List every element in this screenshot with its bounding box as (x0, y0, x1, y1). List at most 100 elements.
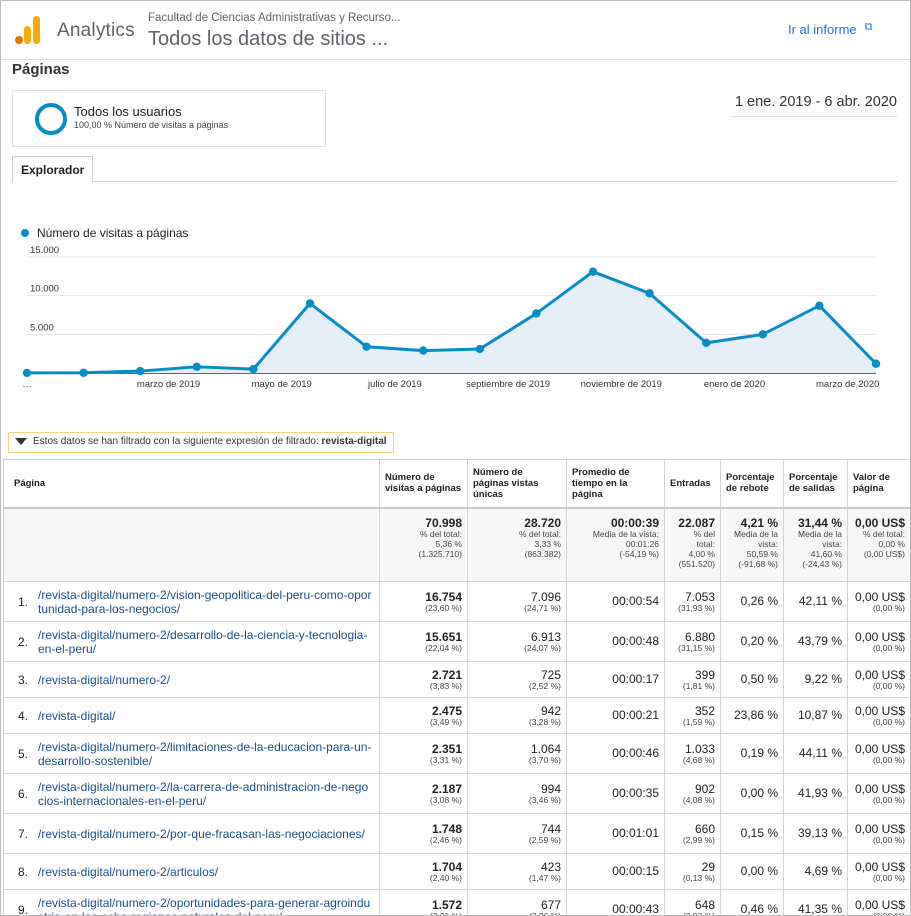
avg-time-value: 00:00:21 (612, 708, 659, 722)
value-cell: 0,00 US$ (0,00 %) (847, 889, 910, 915)
col-header-bounce-rate[interactable]: Porcentaje de rebote (720, 459, 784, 509)
unique-value: 7.096 (530, 589, 561, 604)
pageviews-pct: (2,46 %) (429, 834, 462, 845)
data-point[interactable] (192, 362, 201, 372)
unique-value: 744 (540, 821, 561, 836)
data-point[interactable] (22, 368, 32, 378)
entries-value: 660 (694, 821, 715, 836)
page-link[interactable]: /revista-digital/numero-2/articulos/ (38, 864, 219, 879)
totals-subtext: Media de la (798, 528, 842, 539)
page-link[interactable]: /revista-digital/numero-2/ (38, 672, 171, 687)
tab-explorador[interactable]: Explorador (12, 156, 94, 183)
exit-cell: 43,79 % (783, 621, 848, 662)
table-row: 3. /revista-digital/numero-2/2.721 (3,83 %… (3, 661, 910, 698)
page-link[interactable]: /revista-digital/ (38, 708, 116, 723)
data-point[interactable] (136, 366, 145, 376)
page-link[interactable]: /revista-digital/numero-2/oportunidades-… (38, 895, 371, 916)
app-header: Analytics Facultad de Ciencias Administr… (1, 1, 910, 60)
unique-value: 1.064 (530, 741, 561, 756)
pageviews-chart[interactable]: 15.000 10.000 5.000 … marzo de 2019 mayo de 2… (1, 246, 910, 396)
unique-cell: 423 (1,47 %) (467, 853, 567, 890)
page-title: Páginas (12, 61, 70, 78)
page-cell: 6. /revista-digital/numero-2/la-carrera-d… (3, 773, 380, 814)
data-point[interactable] (702, 338, 711, 348)
avg-time-cell: 00:00:43 (566, 889, 665, 915)
filter-icon (15, 438, 27, 445)
data-point[interactable] (305, 299, 315, 308)
x-tick-label: mayo de 2019 (252, 379, 312, 390)
entries-pct: (0,13 %) (682, 872, 715, 883)
page-cell: 9. /revista-digital/numero-2/oportunidade… (3, 889, 380, 916)
property-selector[interactable]: Todos los datos de sitios ... (148, 28, 389, 50)
filter-text: Estos datos se han filtrado con la sigui… (33, 436, 319, 447)
analytics-logo-icon[interactable] (15, 16, 41, 44)
page-value: 0,00 US$ (854, 589, 905, 604)
unique-value: 6.913 (530, 629, 561, 644)
exit-value: 39,13 % (797, 826, 842, 840)
x-tick-label: julio de 2019 (367, 379, 422, 390)
entries-pct: (4,68 %) (682, 754, 715, 765)
bounce-cell: 0,00 % (720, 853, 784, 890)
page-cell: 8. /revista-digital/numero-2/articulos/ (3, 853, 380, 890)
avg-time-cell: 00:00:46 (566, 733, 665, 774)
col-header-unique-pageviews[interactable]: Número de páginas vistas únicas (467, 459, 567, 509)
entries-cell: 6.880 (31,15 %) (664, 621, 721, 662)
value-cell: 0,00 US$ (0,00 %) (847, 621, 910, 662)
table-row: 5. /revista-digital/numero-2/limitaciones… (3, 733, 910, 774)
totals-subtext: (1.325.710) (418, 548, 462, 559)
data-point[interactable] (249, 364, 258, 374)
avg-time-value: 00:00:17 (612, 672, 659, 686)
data-point[interactable] (645, 289, 654, 298)
segment-card[interactable]: Todos los usuarios 100,00 % Número de vi… (12, 90, 326, 147)
totals-subtext: vista: (822, 538, 842, 549)
unique-pct: (2,59 %) (528, 834, 561, 845)
account-name[interactable]: Facultad de Ciencias Administrativas y R… (148, 12, 401, 24)
totals-subtext: (551.520) (678, 558, 715, 569)
value-cell: 0,00 US$ (0,00 %) (847, 697, 910, 734)
col-header-page[interactable]: Página (3, 459, 380, 509)
data-point[interactable] (362, 342, 371, 351)
page-cell: 2. /revista-digital/numero-2/desarrollo-d… (3, 621, 380, 662)
data-point[interactable] (532, 309, 541, 318)
goto-report-link[interactable]: Ir al informe ⧉ (788, 21, 873, 38)
col-header-page-value[interactable]: Valor de página (847, 459, 910, 509)
data-point[interactable] (871, 359, 881, 368)
app-name[interactable]: Analytics (57, 20, 135, 41)
exit-value: 43,79 % (797, 634, 842, 648)
page-link[interactable]: /revista-digital/numero-2/vision-geopoli… (38, 587, 372, 616)
page-value-pct: (0,00 %) (872, 716, 905, 727)
exit-value: 41,35 % (797, 902, 842, 916)
page-link[interactable]: /revista-digital/numero-2/desarrollo-de-… (38, 627, 368, 656)
data-point[interactable] (419, 346, 428, 355)
col-header-avg-time[interactable]: Promedio de tiempo en la página (566, 459, 665, 509)
unique-pct: (1,47 %) (528, 872, 561, 883)
filter-notice: Estos datos se han filtrado con la sigui… (8, 432, 394, 453)
data-point[interactable] (815, 301, 824, 310)
pageviews-value: 1.748 (431, 821, 462, 836)
date-range-picker[interactable]: 1 ene. 2019 - 6 abr. 2020 (731, 93, 897, 117)
avg-time-value: 00:00:15 (612, 864, 659, 878)
entries-value: 648 (694, 897, 715, 912)
col-header-pageviews[interactable]: Número de visitas a páginas (379, 459, 468, 509)
page-link[interactable]: /revista-digital/numero-2/la-carrera-de-… (38, 779, 369, 808)
col-header-exit-rate[interactable]: Porcentaje de salidas (783, 459, 848, 509)
bounce-cell: 0,20 % (720, 621, 784, 662)
avg-time-cell: 00:00:54 (566, 581, 665, 622)
page-value: 0,00 US$ (854, 897, 905, 912)
unique-value: 423 (540, 859, 561, 874)
page-link[interactable]: /revista-digital/numero-2/por-que-fracas… (38, 826, 365, 841)
entries-value: 352 (694, 703, 715, 718)
data-point[interactable] (758, 330, 767, 339)
external-link-icon: ⧉ (864, 21, 873, 33)
data-point[interactable] (588, 267, 598, 276)
data-point[interactable] (475, 344, 484, 354)
unique-cell: 942 (3,28 %) (467, 697, 567, 734)
col-header-entrances[interactable]: Entradas (664, 459, 721, 509)
page-link[interactable]: /revista-digital/numero-2/limitaciones-d… (38, 739, 372, 768)
unique-cell: 744 (2,59 %) (467, 813, 567, 854)
totals-subtext: (863.382) (524, 548, 561, 559)
pageviews-value: 2.187 (431, 781, 462, 796)
data-point[interactable] (79, 368, 88, 377)
page-value-pct: (0,00 %) (872, 642, 905, 653)
row-index: 5. (18, 746, 29, 761)
